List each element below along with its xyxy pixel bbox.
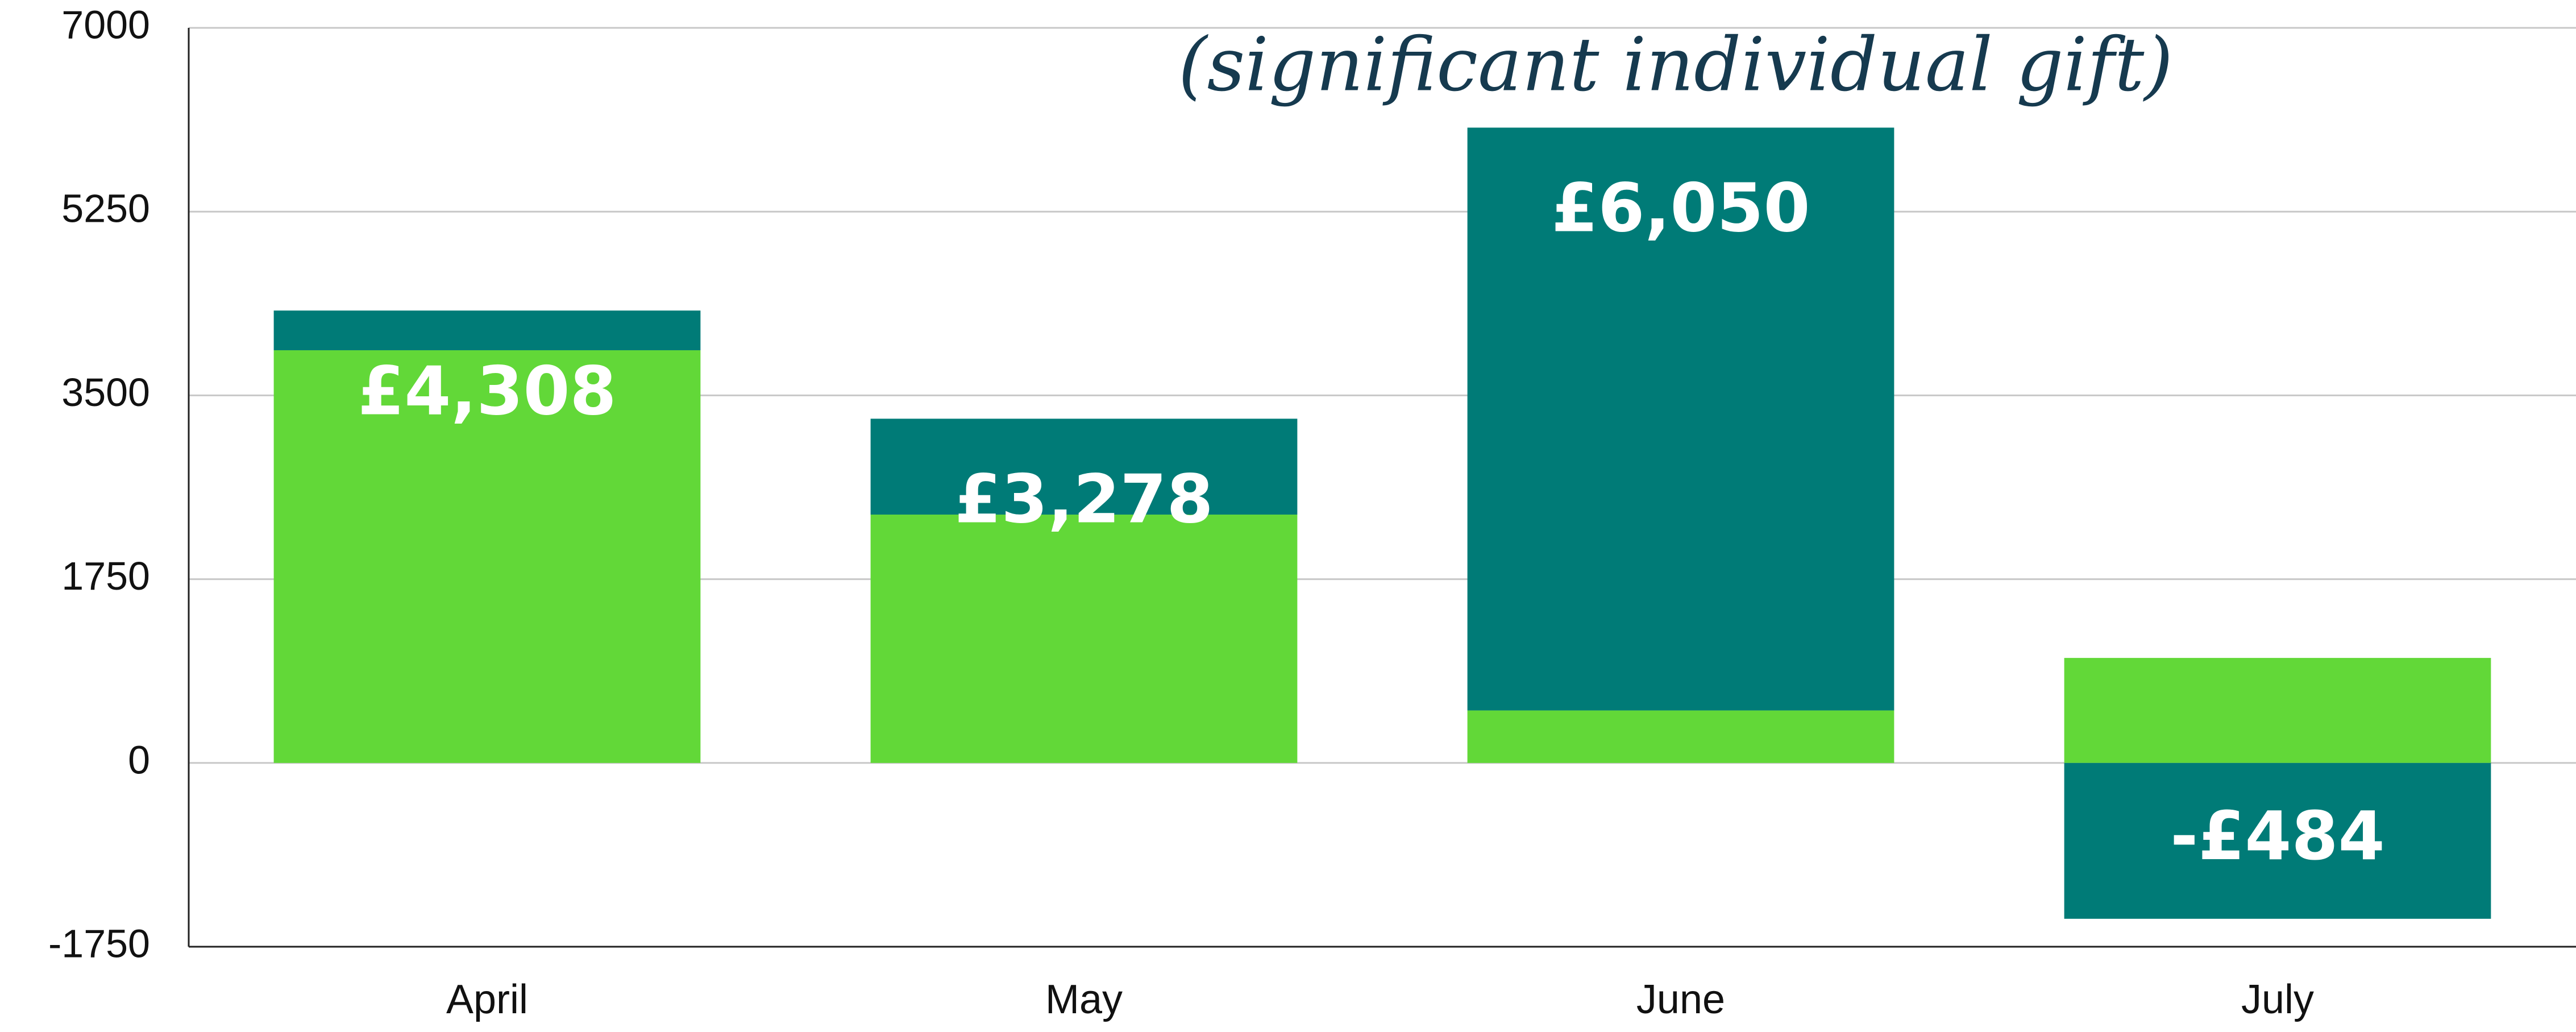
bar-segment	[870, 418, 1298, 515]
bar-segment	[1467, 710, 1894, 763]
annotation: (significant individual gift)	[1178, 22, 2173, 108]
y-tick-label: 3500	[61, 370, 150, 415]
bar-segment	[1467, 127, 1894, 711]
bar-segment	[2064, 762, 2491, 919]
x-tick-label: May	[1045, 977, 1123, 1022]
total-label: £3,278	[954, 460, 1213, 538]
x-tick-label: April	[446, 977, 528, 1022]
total-label: £6,050	[1551, 169, 1810, 247]
total-label: £4,308	[358, 351, 616, 430]
y-tick-label: 0	[128, 737, 150, 782]
total-label: -£484	[2170, 797, 2384, 875]
y-tick-label: -1750	[48, 921, 150, 965]
y-tick-label: 1750	[61, 554, 150, 598]
y-tick-label: 5250	[61, 186, 150, 231]
bar-segment	[273, 350, 701, 763]
bar-segment	[273, 310, 701, 350]
y-tick-label: 7000	[61, 2, 150, 47]
bar-segment	[870, 515, 1298, 763]
x-tick-label: July	[2241, 977, 2314, 1022]
x-tick-label: June	[1636, 977, 1725, 1022]
bar-segment	[2064, 658, 2491, 763]
